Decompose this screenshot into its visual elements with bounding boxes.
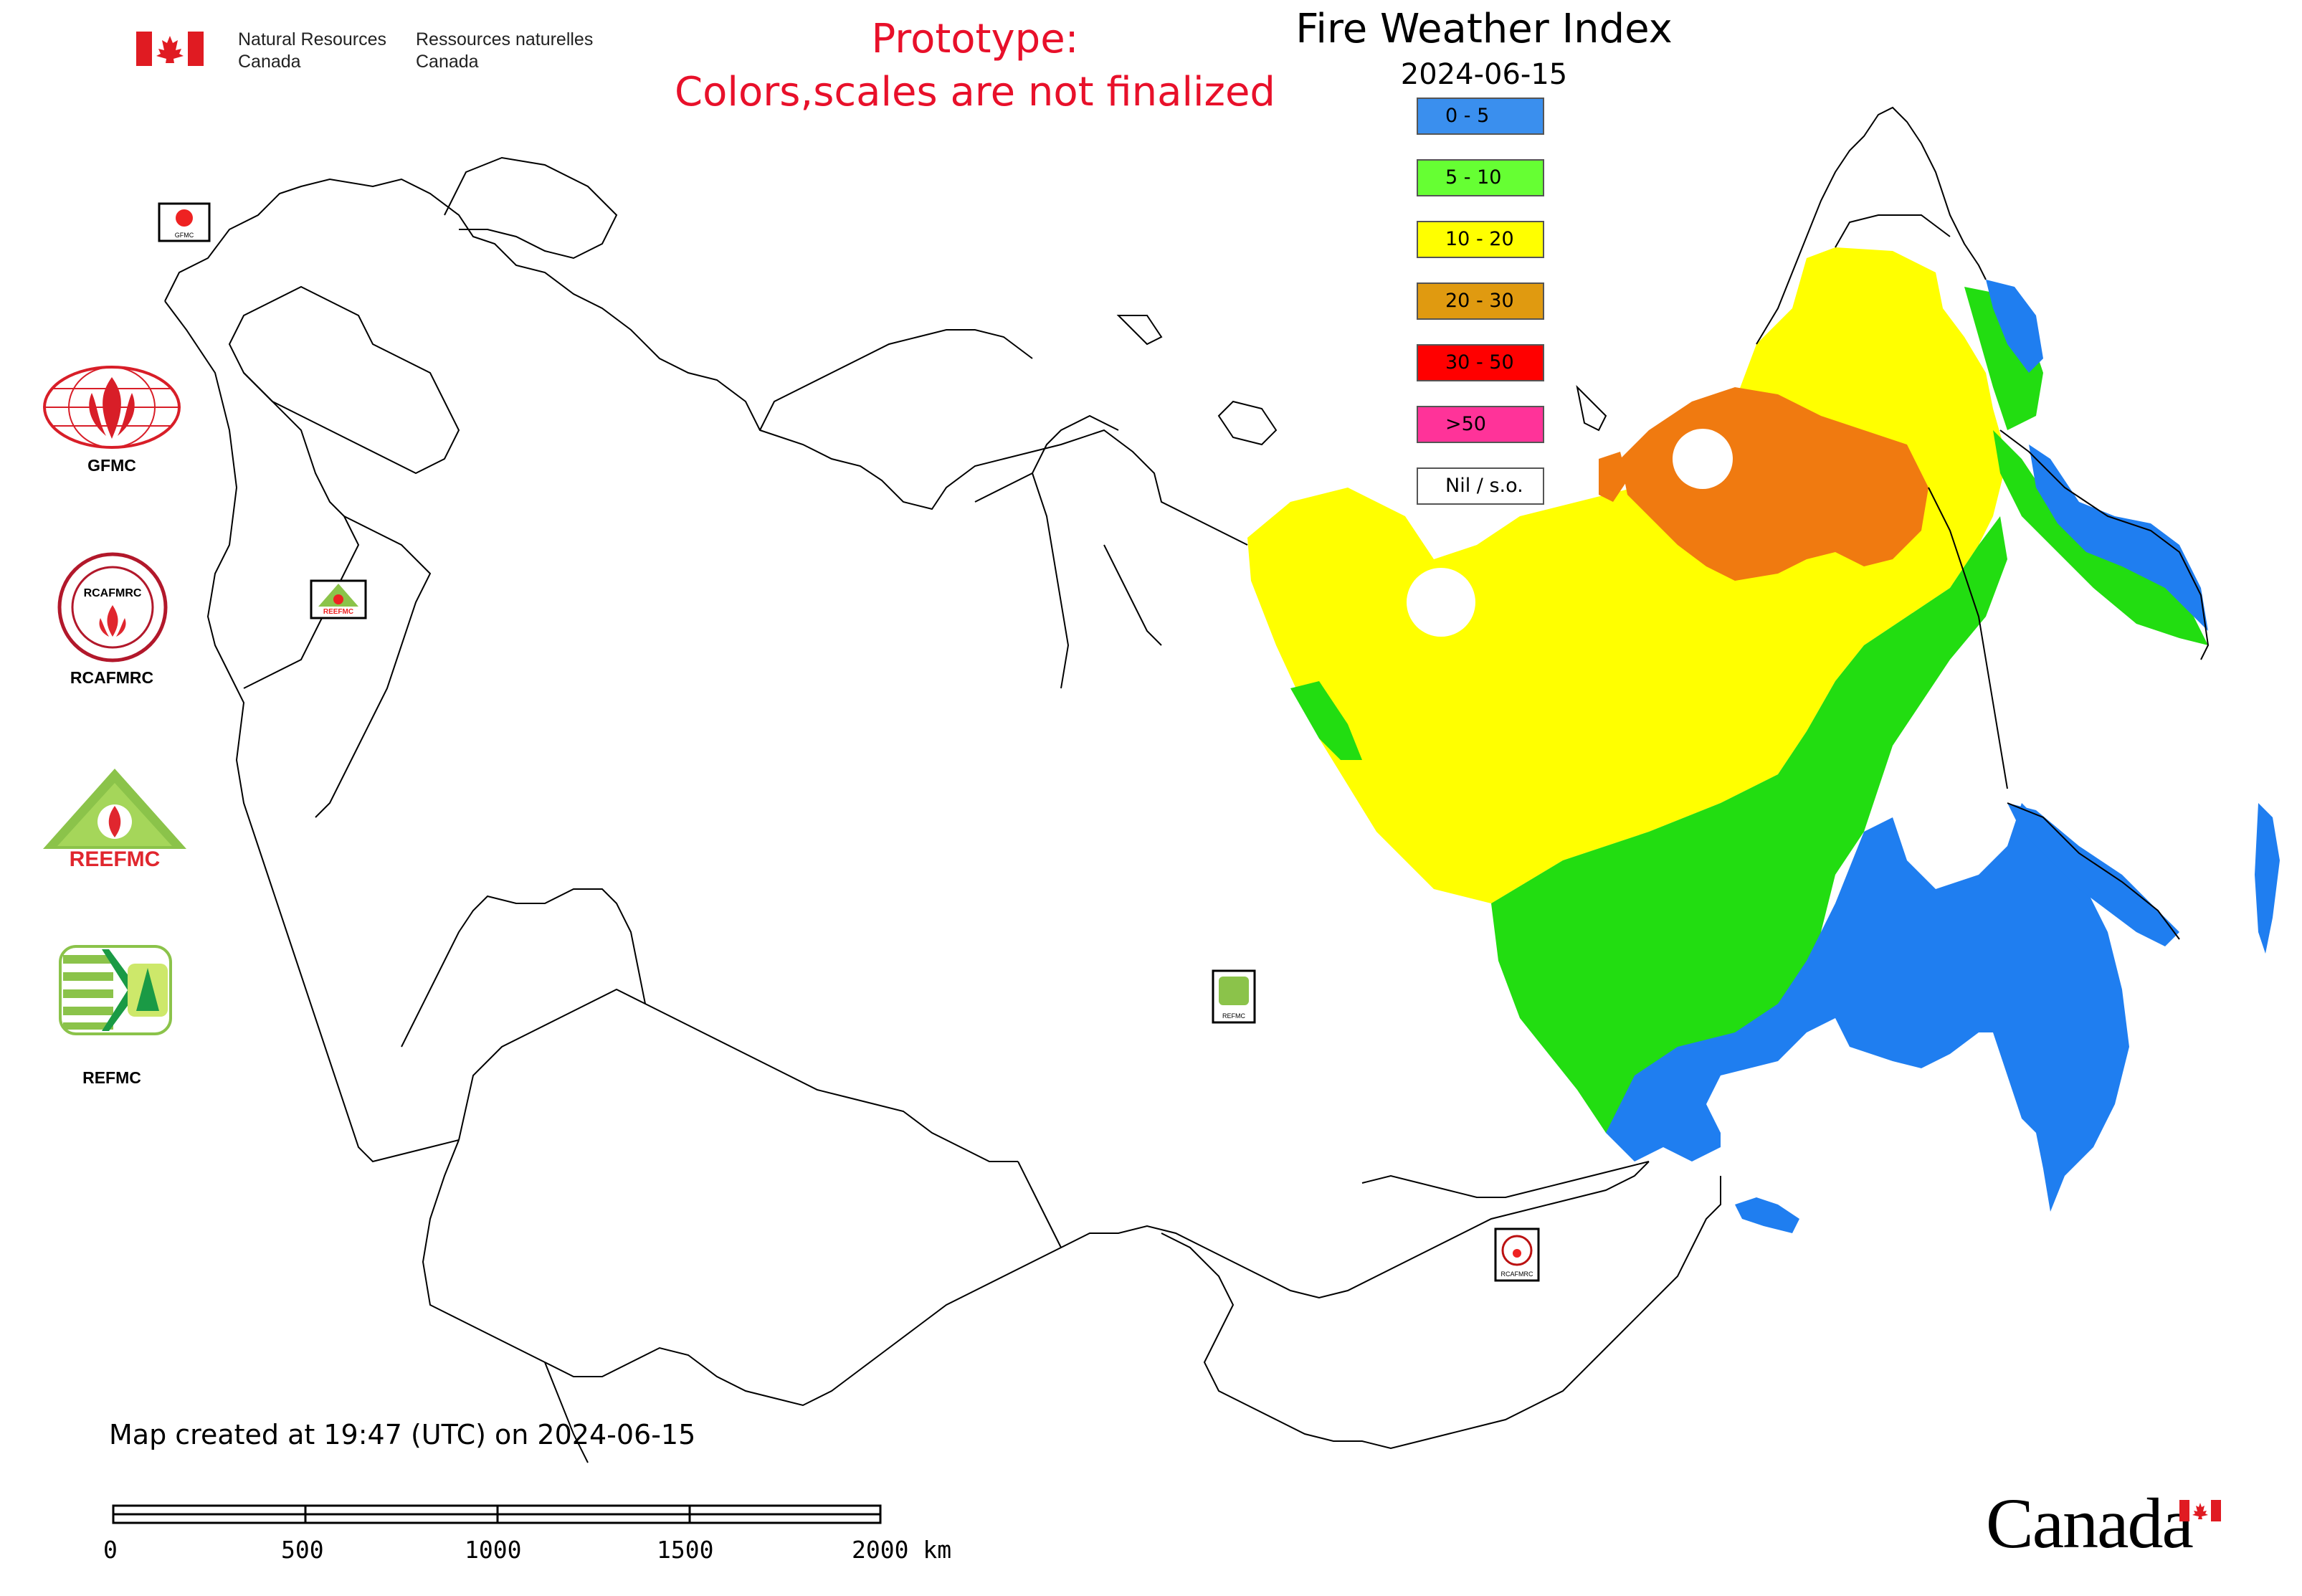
- gfmc-logo: [43, 366, 181, 449]
- scale-tick-label: 0: [103, 1536, 118, 1564]
- rcafmrc-logo: RCAFMRC: [57, 552, 168, 662]
- map-title: Fire Weather Index: [1295, 6, 1673, 52]
- refmc-logo: [59, 945, 172, 1035]
- fwi-region-5-10: [1491, 516, 2007, 1147]
- prototype-line1: Prototype:: [871, 16, 1079, 62]
- scale-tick-label: 500: [281, 1536, 324, 1564]
- fwi-raster: [1247, 247, 2280, 1233]
- legend: 0 - 5 5 - 10 10 - 20 20 - 30 30 - 50 >50 Nil /…: [1417, 98, 1547, 529]
- boundaries: [164, 106, 2210, 1463]
- map-markers: GFMC REEFMC REFMC RCAFMRC: [158, 202, 1540, 1282]
- department-en-line2: Canada: [238, 52, 301, 72]
- marker-reefmc: REEFMC: [310, 579, 367, 619]
- department-fr-line1: Ressources naturelles: [416, 29, 594, 49]
- marker-rcafmrc: RCAFMRC: [1494, 1227, 1540, 1282]
- fwi-region-5-10: [1964, 287, 2043, 430]
- legend-item: 30 - 50: [1417, 344, 1544, 381]
- department-name-en: Natural Resources Canada: [238, 29, 386, 73]
- legend-item: 10 - 20: [1417, 221, 1544, 258]
- rcafmrc-label: RCAFMRC: [70, 668, 154, 687]
- map-date: 2024-06-15: [1400, 58, 1568, 91]
- marker-reefmc-label: REEFMC: [323, 608, 353, 616]
- fwi-region-20-30: [1599, 452, 1627, 502]
- legend-item: Nil / s.o.: [1417, 467, 1544, 505]
- reefmc-wordmark: REEFMC: [70, 847, 161, 871]
- canada-flag-icon: [136, 32, 204, 66]
- scale-tick-label: 2000 km: [852, 1536, 952, 1564]
- scale-bar: [112, 1504, 882, 1524]
- department-name-fr: Ressources naturelles Canada: [416, 29, 593, 73]
- scale-tick-label: 1500: [657, 1536, 714, 1564]
- marker-refmc: REFMC: [1212, 969, 1256, 1024]
- scale-tick-label: 1000: [465, 1536, 522, 1564]
- prototype-line2: Colors,scales are not finalized: [675, 69, 1275, 115]
- marker-refmc-label: REFMC: [1222, 1012, 1245, 1020]
- marker-gfmc-label: GFMC: [175, 232, 194, 239]
- canada-wordmark: Canada: [1986, 1483, 2194, 1563]
- rcafmrc-inner-label: RCAFMRC: [84, 587, 142, 599]
- fwi-region-0-5: [1735, 1197, 1799, 1233]
- map-created-note: Map created at 19:47 (UTC) on 2024-06-15: [109, 1419, 696, 1450]
- fwi-region-0-5: [1986, 280, 2043, 373]
- fwi-region-5-10: [1290, 681, 1362, 760]
- marker-gfmc: GFMC: [158, 202, 211, 242]
- legend-item: 5 - 10: [1417, 159, 1544, 196]
- legend-item: 20 - 30: [1417, 282, 1544, 320]
- canada-wordmark-flag-icon: [2179, 1500, 2221, 1521]
- fwi-region-10-20: [1247, 247, 2007, 903]
- fwi-region-0-5: [1606, 803, 2129, 1212]
- legend-item: >50: [1417, 406, 1544, 443]
- department-en-line1: Natural Resources: [238, 29, 387, 49]
- refmc-label: REFMC: [82, 1068, 141, 1087]
- fwi-region-0-5: [2255, 803, 2280, 954]
- fwi-region-0-5: [2007, 803, 2179, 946]
- prototype-notice: Prototype: Colors,scales are not finaliz…: [667, 13, 1283, 119]
- fwi-region-0-5: [2029, 445, 2208, 631]
- reefmc-logo: REEFMC: [43, 769, 186, 871]
- department-fr-line2: Canada: [416, 52, 479, 72]
- legend-item: 0 - 5: [1417, 98, 1544, 135]
- nil-region: [1407, 568, 1475, 637]
- marker-rcafmrc-label: RCAFMRC: [1501, 1270, 1533, 1278]
- nil-region: [1673, 429, 1733, 489]
- gfmc-label: GFMC: [87, 456, 136, 475]
